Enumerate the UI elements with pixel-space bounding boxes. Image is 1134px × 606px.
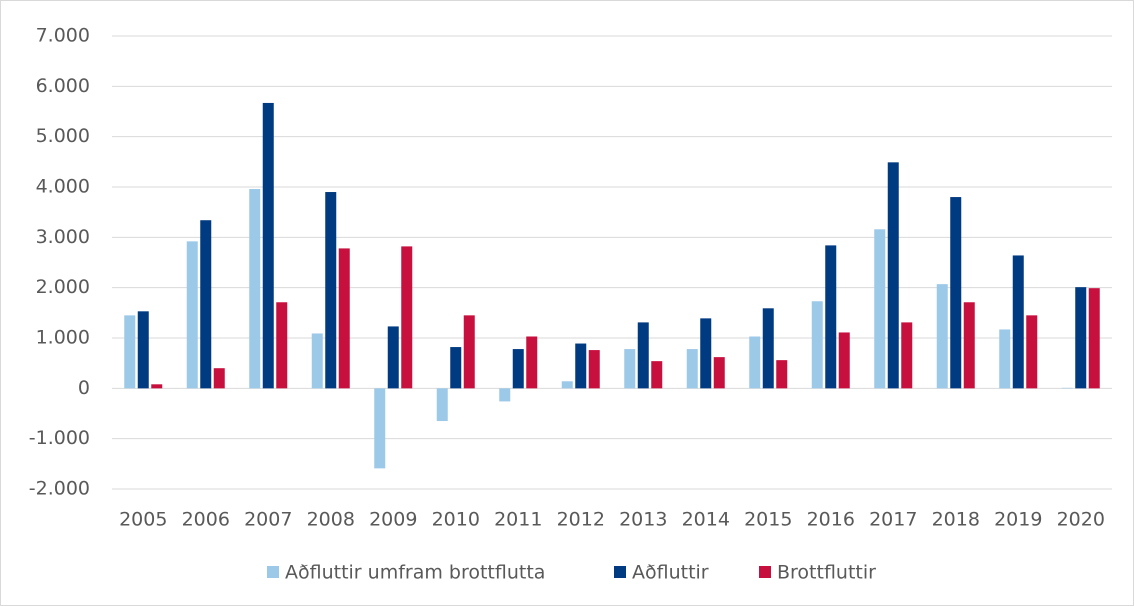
bar [811, 301, 823, 389]
y-tick-label: 4.000 [36, 176, 90, 198]
bar [1088, 288, 1100, 389]
bar [499, 388, 511, 402]
bar [637, 322, 649, 389]
bar [700, 318, 712, 389]
bar [651, 361, 663, 389]
y-tick-label: 2.000 [36, 276, 90, 298]
bar [262, 102, 274, 389]
y-tick-label: -2.000 [29, 478, 90, 500]
x-tick-label: 2018 [932, 509, 980, 531]
bar [963, 302, 975, 389]
bar [325, 192, 337, 389]
legend-swatch [267, 566, 279, 578]
x-tick-label: 2020 [1057, 509, 1105, 531]
x-tick-label: 2013 [619, 509, 667, 531]
x-tick-label: 2005 [119, 509, 167, 531]
bar [186, 241, 198, 389]
x-tick-label: 2006 [182, 509, 230, 531]
x-tick-label: 2008 [307, 509, 355, 531]
y-tick-label: 6.000 [36, 75, 90, 97]
bar [436, 388, 448, 422]
bar [249, 189, 261, 389]
bar [686, 349, 698, 389]
bar [213, 368, 225, 389]
bar [1061, 387, 1073, 389]
y-tick-label: 7.000 [36, 25, 90, 47]
bar [588, 350, 600, 389]
bar [575, 343, 587, 389]
bar [624, 349, 636, 389]
bar [936, 284, 948, 389]
bar [901, 322, 913, 389]
bar [776, 360, 788, 389]
bar [838, 332, 850, 389]
bar [950, 197, 962, 389]
y-tick-label: 5.000 [36, 125, 90, 147]
x-tick-label: 2011 [494, 509, 542, 531]
bar [561, 381, 573, 389]
bar [374, 388, 386, 469]
y-tick-label: 0 [78, 377, 90, 399]
bar [401, 246, 413, 389]
bar [1075, 287, 1087, 389]
bar [450, 347, 462, 389]
bar [749, 336, 761, 389]
bar [512, 349, 524, 389]
legend-swatch [614, 566, 626, 578]
bar [200, 220, 212, 389]
x-tick-label: 2014 [682, 509, 730, 531]
bar [463, 315, 475, 389]
bar [1012, 255, 1024, 389]
y-tick-label: -1.000 [29, 427, 90, 449]
bar [311, 333, 323, 389]
x-tick-label: 2015 [744, 509, 792, 531]
x-tick-label: 2019 [994, 509, 1042, 531]
bar [137, 311, 149, 389]
x-tick-label: 2017 [869, 509, 917, 531]
bar [151, 384, 163, 389]
bar [124, 315, 136, 389]
bar [874, 229, 886, 389]
x-tick-label: 2007 [244, 509, 292, 531]
x-tick-label: 2009 [369, 509, 417, 531]
bar [1026, 315, 1038, 389]
bar [526, 336, 538, 389]
legend-swatch [759, 566, 771, 578]
x-tick-label: 2016 [807, 509, 855, 531]
legend-label: Aðfluttir [632, 562, 709, 584]
x-tick-label: 2012 [557, 509, 605, 531]
bar [762, 308, 774, 389]
bar [887, 162, 899, 389]
y-tick-label: 3.000 [36, 226, 90, 248]
bar [999, 329, 1011, 389]
bar [338, 248, 350, 389]
bar [387, 326, 399, 389]
bar [713, 357, 725, 389]
y-tick-label: 1.000 [36, 327, 90, 349]
x-tick-label: 2010 [432, 509, 480, 531]
bar [825, 245, 837, 389]
legend-label: Brottfluttir [777, 562, 876, 584]
bar [276, 302, 288, 389]
legend-label: Aðfluttir umfram brottflutta [285, 562, 545, 584]
